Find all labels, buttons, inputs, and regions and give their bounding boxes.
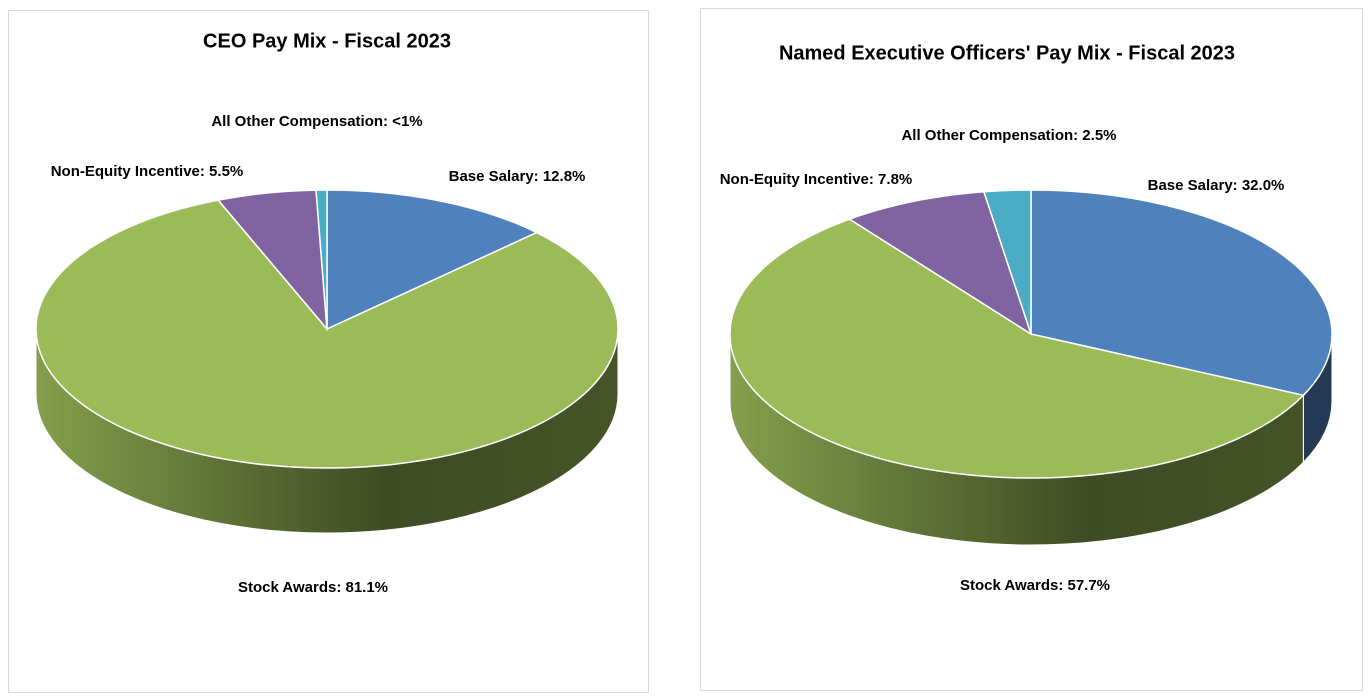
slice xyxy=(326,189,539,331)
slice xyxy=(315,189,328,330)
data-label: All Other Compensation: <1% xyxy=(211,113,422,130)
slice xyxy=(982,189,1032,335)
slice xyxy=(1030,189,1333,397)
data-label: All Other Compensation: 2.5% xyxy=(901,127,1116,144)
chart-title: Named Executive Officers' Pay Mix - Fisc… xyxy=(779,42,1235,64)
data-label: Base Salary: 32.0% xyxy=(1148,177,1285,194)
data-label: Non-Equity Incentive: 7.8% xyxy=(720,171,913,188)
chart-title: CEO Pay Mix - Fiscal 2023 xyxy=(203,30,451,52)
slice xyxy=(729,218,1305,479)
data-label: Base Salary: 12.8% xyxy=(449,168,586,185)
data-label: Non-Equity Incentive: 5.5% xyxy=(51,163,244,180)
slice xyxy=(35,199,619,469)
slice xyxy=(847,190,1033,336)
data-label: Stock Awards: 57.7% xyxy=(960,577,1110,594)
data-label: Stock Awards: 81.1% xyxy=(238,579,388,596)
